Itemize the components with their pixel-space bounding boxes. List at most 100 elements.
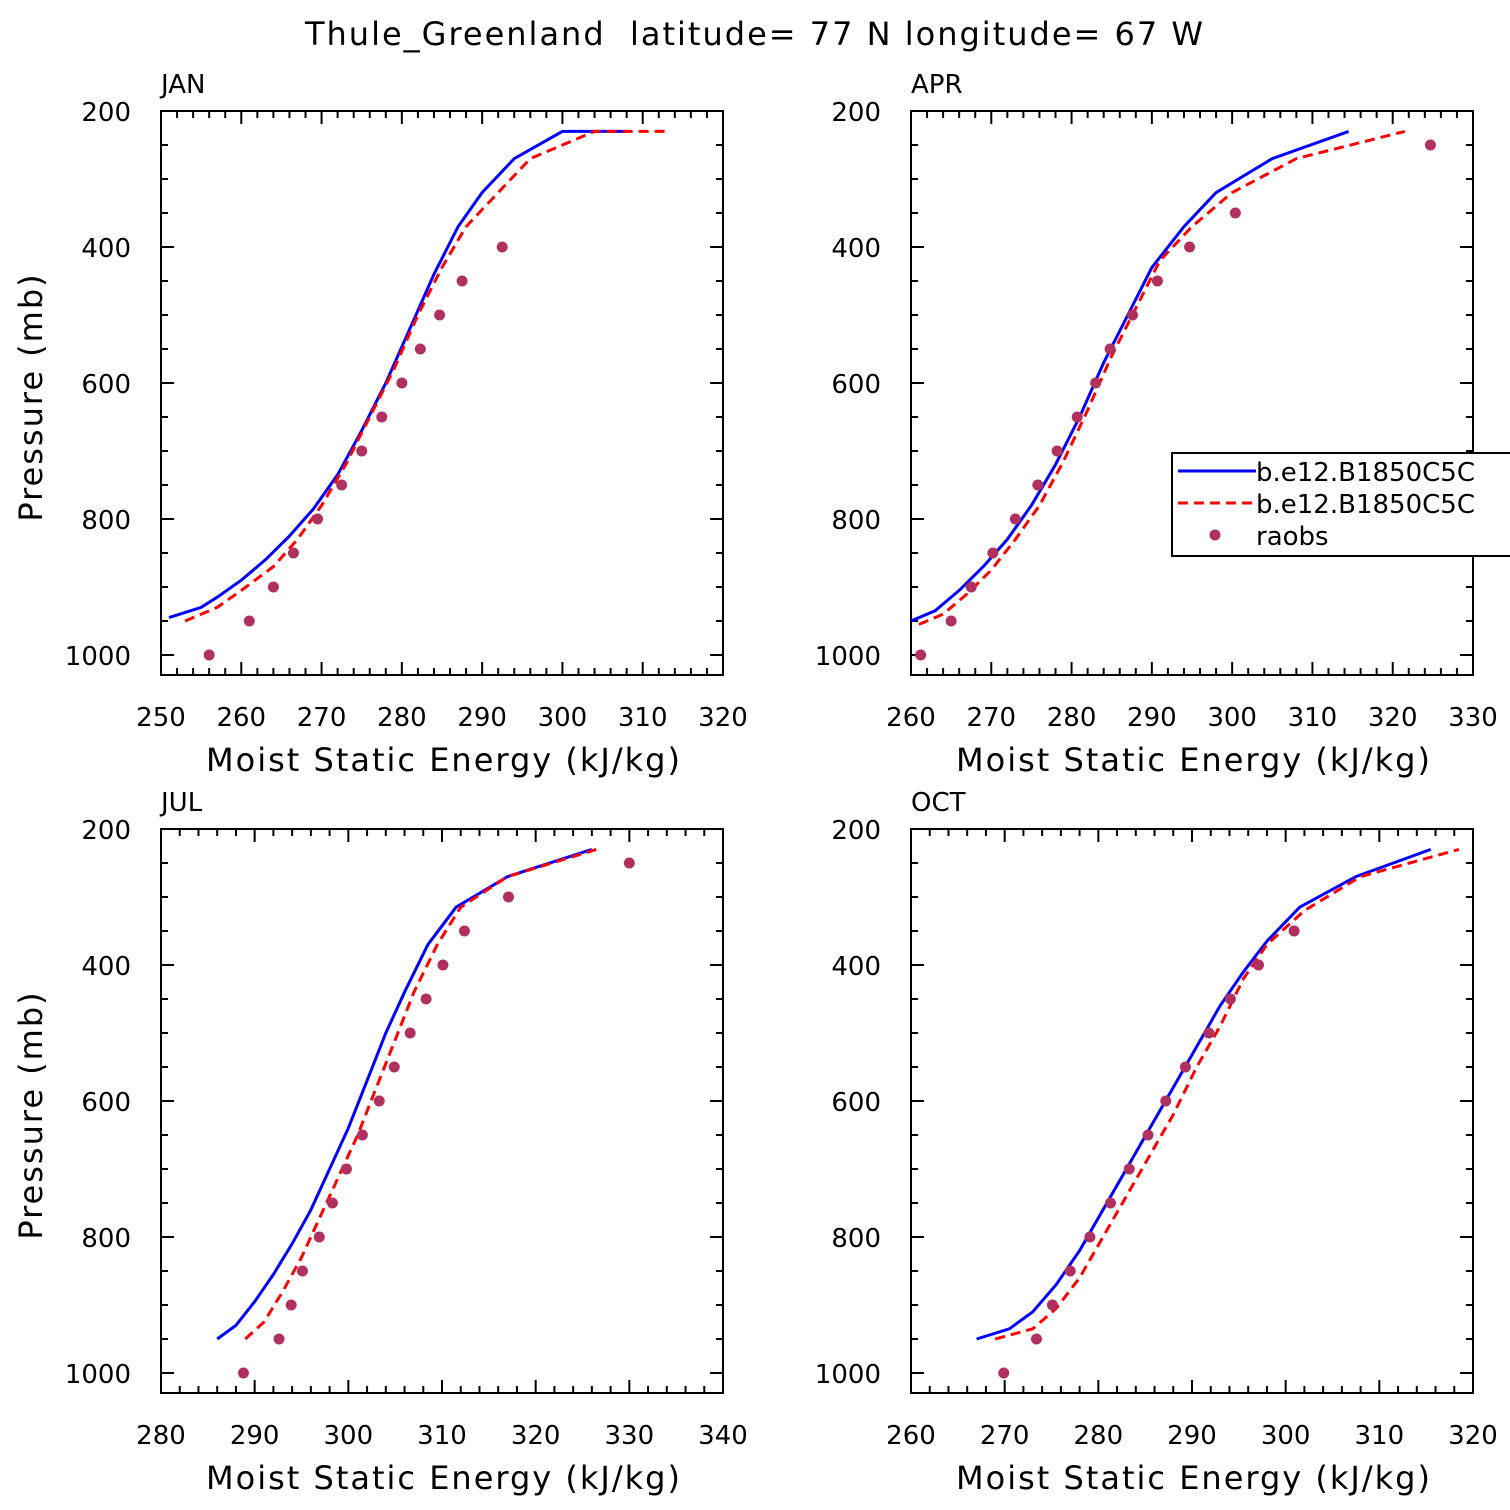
y-tick-label: 400 (831, 234, 881, 264)
x-tick-label: 320 (1368, 703, 1418, 733)
y-tick-label: 600 (831, 370, 881, 400)
obs-point (1084, 1231, 1096, 1243)
x-tick-label: 300 (324, 1421, 374, 1451)
obs-point (414, 343, 426, 355)
series-line-model1 (976, 847, 1432, 1341)
x-tick-label: 280 (377, 703, 427, 733)
x-axis-title: Moist Static Energy (kJ/kg) (206, 741, 682, 779)
obs-point (336, 479, 348, 491)
x-tick-label: 260 (886, 703, 936, 733)
obs-point (267, 581, 279, 593)
obs-point (1127, 309, 1139, 321)
x-axis-title: Moist Static Energy (kJ/kg) (956, 1459, 1432, 1497)
obs-point (915, 649, 927, 661)
y-axis-title: Pressure (mb) (12, 272, 50, 521)
obs-point (388, 1061, 400, 1073)
x-tick-label: 320 (1448, 1421, 1498, 1451)
x-tick-label: 290 (457, 703, 507, 733)
series-line-model2 (244, 847, 597, 1341)
y-tick-label: 200 (831, 816, 881, 846)
x-tick-label: 290 (1167, 1421, 1217, 1451)
obs-point (1032, 479, 1044, 491)
x-tick-label: 300 (538, 703, 588, 733)
obs-point (503, 891, 515, 903)
x-tick-label: 270 (966, 703, 1016, 733)
obs-point (1104, 343, 1116, 355)
y-tick-label: 800 (831, 506, 881, 536)
obs-point (1229, 207, 1241, 219)
obs-point (1009, 513, 1021, 525)
plot-frame (160, 828, 724, 1394)
obs-point (1288, 925, 1300, 937)
obs-point (496, 241, 508, 253)
x-axis-title: Moist Static Energy (kJ/kg) (956, 741, 1432, 779)
x-tick-label: 260 (886, 1421, 936, 1451)
obs-point (434, 309, 446, 321)
obs-point (1064, 1265, 1076, 1277)
obs-point (1224, 993, 1236, 1005)
obs-point (313, 1231, 325, 1243)
obs-point (237, 1367, 249, 1379)
legend-marker-obs (1209, 529, 1221, 541)
x-tick-label: 280 (136, 1421, 186, 1451)
obs-point (296, 1265, 308, 1277)
y-tick-label: 800 (81, 1224, 131, 1254)
obs-point (965, 581, 977, 593)
panel-label: JAN (159, 70, 205, 100)
y-tick-label: 800 (81, 506, 131, 536)
y-tick-label: 1000 (65, 642, 131, 672)
obs-point (1424, 139, 1436, 151)
obs-point (312, 513, 324, 525)
obs-point (356, 445, 368, 457)
x-tick-label: 260 (216, 703, 266, 733)
obs-point (456, 275, 468, 287)
obs-point (203, 649, 215, 661)
obs-point (373, 1095, 385, 1107)
obs-point (458, 925, 470, 937)
obs-point (1123, 1163, 1135, 1175)
obs-point (945, 615, 957, 627)
obs-point (273, 1333, 285, 1345)
obs-point (1253, 959, 1265, 971)
obs-point (287, 547, 299, 559)
x-tick-label: 270 (980, 1421, 1030, 1451)
obs-point (1051, 445, 1063, 457)
y-tick-label: 200 (81, 816, 131, 846)
x-tick-label: 300 (1261, 1421, 1311, 1451)
legend-label-model2: b.e12.B1850C5C (1256, 490, 1475, 520)
x-tick-label: 280 (1047, 703, 1097, 733)
x-tick-label: 330 (1448, 703, 1498, 733)
obs-point (243, 615, 255, 627)
obs-point (340, 1163, 352, 1175)
obs-point (998, 1367, 1010, 1379)
panel-oct: OCT 260 270 280 290 300 310 320 1000 800 600 400 200… (815, 788, 1498, 1497)
x-tick-label: 310 (417, 1421, 467, 1451)
y-axis-title: Pressure (mb) (12, 990, 50, 1239)
obs-point (1031, 1333, 1043, 1345)
y-tick-label: 400 (831, 952, 881, 982)
x-tick-label: 310 (618, 703, 668, 733)
x-tick-label: 280 (1074, 1421, 1124, 1451)
x-tick-label: 250 (136, 703, 186, 733)
x-tick-label: 290 (1127, 703, 1177, 733)
obs-point (1046, 1299, 1058, 1311)
x-tick-label: 320 (511, 1421, 561, 1451)
y-tick-label: 400 (81, 952, 131, 982)
panel-label: OCT (911, 788, 966, 818)
figure-title: Thule_Greenland latitude= 77 N longitude… (304, 15, 1205, 53)
y-tick-label: 1000 (815, 642, 881, 672)
x-tick-label: 310 (1355, 1421, 1405, 1451)
x-tick-label: 300 (1207, 703, 1257, 733)
obs-point (356, 1129, 368, 1141)
y-tick-label: 600 (831, 1088, 881, 1118)
series-line-model1 (168, 129, 627, 620)
y-tick-label: 200 (831, 98, 881, 128)
obs-point (1071, 411, 1083, 423)
panel-jan: JAN 250 260 270 280 290 300 310 320 1000 800 600 400… (12, 70, 748, 779)
y-tick-label: 200 (81, 98, 131, 128)
x-tick-label: 290 (230, 1421, 280, 1451)
obs-point (1090, 377, 1102, 389)
plot-frame (160, 110, 724, 676)
x-tick-label: 310 (1288, 703, 1338, 733)
